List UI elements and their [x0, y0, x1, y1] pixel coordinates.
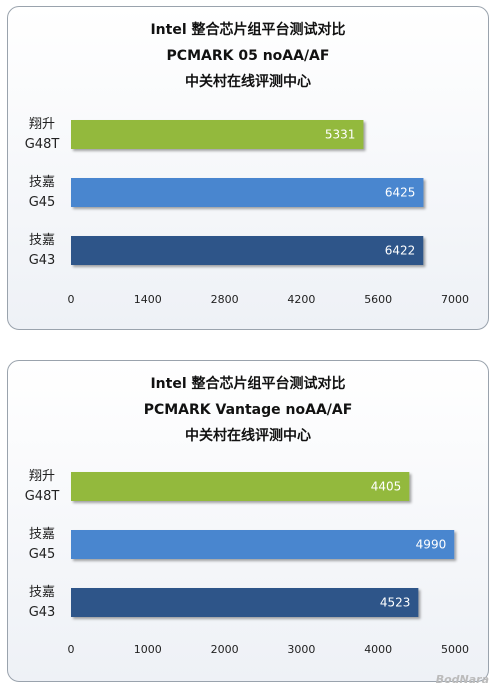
x-tick-label: 7000	[441, 293, 469, 306]
bar-value-label: 6425	[385, 186, 416, 200]
bar-技嘉-G43	[71, 236, 424, 265]
bar-value-label: 4405	[371, 480, 402, 494]
chart-title-line-2: PCMARK 05 noAA/AF	[166, 48, 330, 64]
category-label: 翔升	[29, 469, 55, 484]
x-tick-label: 2000	[211, 643, 239, 656]
x-tick-label: 2800	[211, 293, 239, 306]
category-label: 技嘉	[29, 175, 55, 190]
bar-value-label: 4990	[416, 538, 447, 552]
bar-value-label: 6422	[385, 244, 416, 258]
watermark-logo: BodNara	[435, 673, 489, 686]
chart-title-line-1: Intel 整合芯片组平台测试对比	[150, 22, 346, 38]
x-tick-label: 0	[68, 643, 75, 656]
category-label: G45	[29, 547, 56, 562]
category-label: G48T	[25, 489, 60, 504]
bar-技嘉-G45	[71, 178, 424, 207]
chart-panel-pcmark-vantage: Intel 整合芯片组平台测试对比 PCMARK Vantage noAA/AF…	[7, 360, 489, 682]
bar-翔升-G48T	[71, 120, 364, 149]
x-tick-label: 5000	[441, 643, 469, 656]
bar-value-label: 5331	[325, 128, 356, 142]
category-label: G43	[29, 253, 56, 268]
chart-title: Intel 整合芯片组平台测试对比 PCMARK 05 noAA/AF 中关村在…	[8, 17, 488, 95]
bar-技嘉-G45	[71, 530, 455, 559]
category-label: G43	[29, 605, 56, 620]
bar-chart-pcmark-vantage: 4405 翔升 G48T 4990 技嘉 G45 4523 技嘉 G43 0 1000 2000 300…	[25, 469, 469, 656]
category-label: 翔升	[29, 117, 55, 132]
category-label: 技嘉	[29, 585, 55, 600]
x-tick-label: 5600	[364, 293, 392, 306]
bar-技嘉-G43	[71, 588, 419, 617]
chart-title-line-1: Intel 整合芯片组平台测试对比	[150, 376, 346, 392]
x-tick-label: 4200	[287, 293, 315, 306]
bar-chart-pcmark05: 5331 翔升 G48T 6425 技嘉 G45 6422 技嘉 G43 0 1400 2800 420…	[25, 117, 469, 306]
bar-value-label: 4523	[380, 596, 411, 610]
x-tick-label: 4000	[364, 643, 392, 656]
category-label: G48T	[25, 137, 60, 152]
category-label: 技嘉	[29, 233, 55, 248]
category-label: G45	[29, 195, 56, 210]
chart-title-line-3: 中关村在线评测中心	[185, 74, 311, 90]
chart-title-line-2: PCMARK Vantage noAA/AF	[143, 402, 353, 418]
x-tick-label: 0	[68, 293, 75, 306]
x-tick-label: 1400	[134, 293, 162, 306]
chart-title-line-3: 中关村在线评测中心	[185, 428, 311, 444]
bar-翔升-G48T	[71, 472, 410, 501]
category-label: 技嘉	[29, 527, 55, 542]
chart-panel-pcmark05: Intel 整合芯片组平台测试对比 PCMARK 05 noAA/AF 中关村在…	[7, 6, 489, 330]
x-tick-label: 3000	[287, 643, 315, 656]
chart-title: Intel 整合芯片组平台测试对比 PCMARK Vantage noAA/AF…	[8, 371, 488, 449]
x-tick-label: 1000	[134, 643, 162, 656]
